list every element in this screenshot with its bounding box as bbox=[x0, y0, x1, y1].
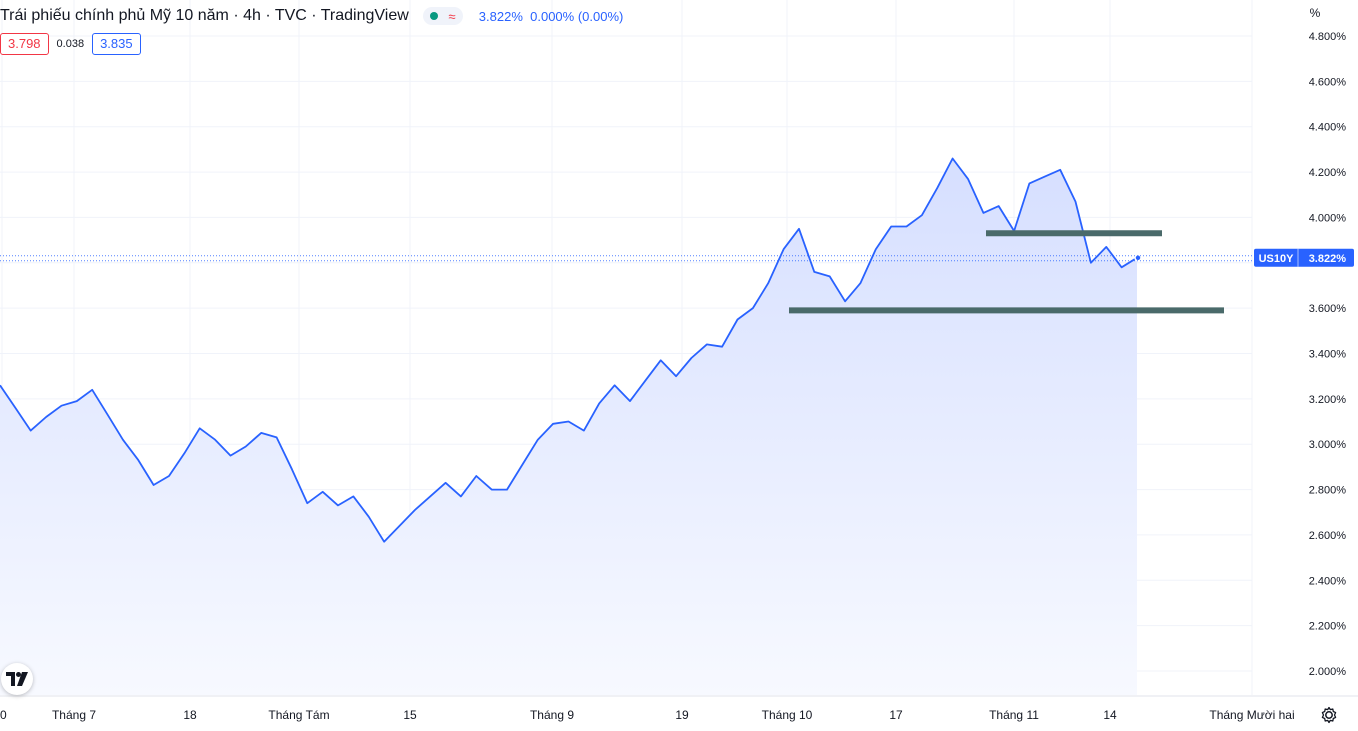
price-tick-label: 3.600% bbox=[1309, 303, 1347, 315]
time-tick-label: 14 bbox=[1103, 708, 1117, 722]
time-tick-label: Tháng 10 bbox=[762, 708, 813, 722]
gear-icon[interactable] bbox=[1319, 705, 1339, 725]
symbol-tag-value: 3.822% bbox=[1309, 253, 1347, 265]
price-tick-label: 2.400% bbox=[1309, 575, 1347, 587]
price-tick-label: 4.800% bbox=[1309, 31, 1347, 43]
time-tick-label: Tháng Mười hai bbox=[1209, 708, 1294, 722]
time-tick-label: Tháng Tám bbox=[268, 708, 329, 722]
price-tick-label: 2.600% bbox=[1309, 530, 1347, 542]
buy-price-box[interactable]: 3.835 bbox=[92, 33, 141, 55]
chart-title: Trái phiếu chính phủ Mỹ 10 năm · 4h · TV… bbox=[0, 7, 409, 24]
time-tick-label: 17 bbox=[889, 708, 903, 722]
price-axis[interactable]: % 4.800% 4.600% 4.400% 4.200% 4.000% 3.600% 3.4… bbox=[1254, 6, 1354, 678]
price-tick-label: 2.200% bbox=[1309, 621, 1347, 633]
price-tick-label: 3.000% bbox=[1309, 439, 1347, 451]
approx-icon: ≈ bbox=[448, 8, 456, 24]
price-tick-label: 4.600% bbox=[1309, 76, 1347, 88]
price-line bbox=[0, 157, 1142, 543]
price-tick-label: 2.800% bbox=[1309, 485, 1347, 497]
symbol-tag-bg bbox=[1254, 248, 1354, 267]
price-tick-label: 3.200% bbox=[1309, 394, 1347, 406]
price-tick-label: 3.400% bbox=[1309, 349, 1347, 361]
spread-value: 0.038 bbox=[56, 38, 85, 50]
time-tick-label: Tháng 7 bbox=[52, 708, 96, 722]
market-open-dot-icon bbox=[430, 12, 438, 20]
time-tick-label: 18 bbox=[183, 708, 197, 722]
sell-price-box[interactable]: 3.798 bbox=[0, 33, 49, 55]
area-fill bbox=[0, 158, 1137, 695]
price-readout: 3.822% 0.000% (0.00%) bbox=[479, 9, 624, 24]
price-tick-label: 4.200% bbox=[1309, 167, 1347, 179]
price-tick-label: 2.000% bbox=[1309, 666, 1347, 678]
horizontal-levels[interactable] bbox=[789, 230, 1224, 314]
time-tick-label: Tháng 9 bbox=[530, 708, 574, 722]
time-tick-label: 0 bbox=[0, 708, 7, 722]
series-line-US10Y bbox=[0, 157, 1138, 543]
market-status-pill[interactable]: ≈ bbox=[422, 7, 463, 25]
symbol-tag-name: US10Y bbox=[1259, 253, 1295, 265]
time-axis[interactable]: 0 Tháng 7 18 Tháng Tám 15 Tháng 9 19 Tháng 10 17… bbox=[0, 695, 1358, 722]
change-text: 0.000% (0.00%) bbox=[530, 8, 624, 24]
time-tick-label: 15 bbox=[403, 708, 417, 722]
price-tick-label: 4.000% bbox=[1309, 212, 1347, 224]
price-tick-label: 4.400% bbox=[1309, 122, 1347, 134]
symbol-price-tag[interactable]: US10Y 3.822% bbox=[1254, 248, 1354, 267]
time-tick-label: Tháng 11 bbox=[989, 708, 1039, 722]
chart-header: Trái phiếu chính phủ Mỹ 10 năm · 4h · TV… bbox=[0, 4, 623, 28]
tradingview-logo-icon[interactable] bbox=[1, 663, 33, 695]
price-axis-unit: % bbox=[1310, 6, 1321, 20]
area-fill-path bbox=[0, 158, 1137, 695]
last-price-text: 3.822% bbox=[478, 8, 523, 24]
time-tick-label: 19 bbox=[675, 708, 689, 722]
ohlc-row: 3.798 0.038 3.835 bbox=[0, 33, 141, 55]
